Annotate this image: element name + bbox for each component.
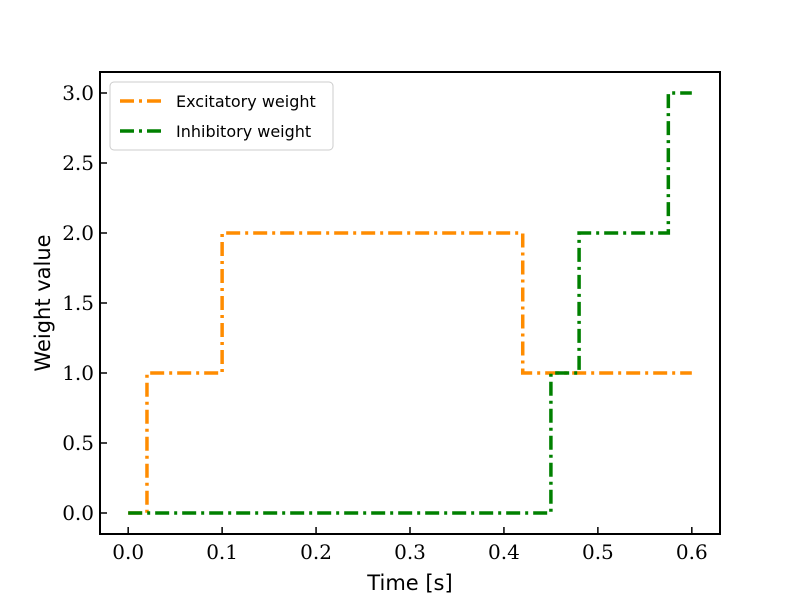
y-tick-label: 2.5 xyxy=(62,151,94,175)
x-tick-label: 0.4 xyxy=(488,540,520,564)
x-tick-label: 0.5 xyxy=(582,540,614,564)
legend: Excitatory weight Inhibitory weight xyxy=(109,81,334,151)
legend-label-inhibitory: Inhibitory weight xyxy=(176,122,311,141)
legend-box xyxy=(109,81,334,151)
y-tick-label: 0.5 xyxy=(62,431,94,455)
x-tick-label: 0.6 xyxy=(676,540,708,564)
ticks-layer: 0.0 0.1 0.2 0.3 0.4 0.5 0.6 0.0 0.5 1.0 1.5 2.0 2.5 3… xyxy=(62,81,708,564)
x-tick-label: 0.3 xyxy=(394,540,426,564)
series-line-inhibitory xyxy=(128,91,692,515)
x-tick-label: 0.2 xyxy=(300,540,332,564)
series-line-excitatory xyxy=(128,231,692,515)
x-tick-label: 0.1 xyxy=(206,540,238,564)
y-tick-label: 0.0 xyxy=(62,501,94,525)
x-tick-label: 0.0 xyxy=(112,540,144,564)
legend-label-excitatory: Excitatory weight xyxy=(176,92,316,111)
series-layer xyxy=(128,91,692,515)
x-axis-title: Time [s] xyxy=(366,571,452,595)
y-tick-label: 1.0 xyxy=(62,361,94,385)
y-tick-label: 2.0 xyxy=(62,221,94,245)
y-tick-label: 3.0 xyxy=(62,81,94,105)
y-tick-label: 1.5 xyxy=(62,291,94,315)
y-axis-title: Weight value xyxy=(31,234,55,371)
